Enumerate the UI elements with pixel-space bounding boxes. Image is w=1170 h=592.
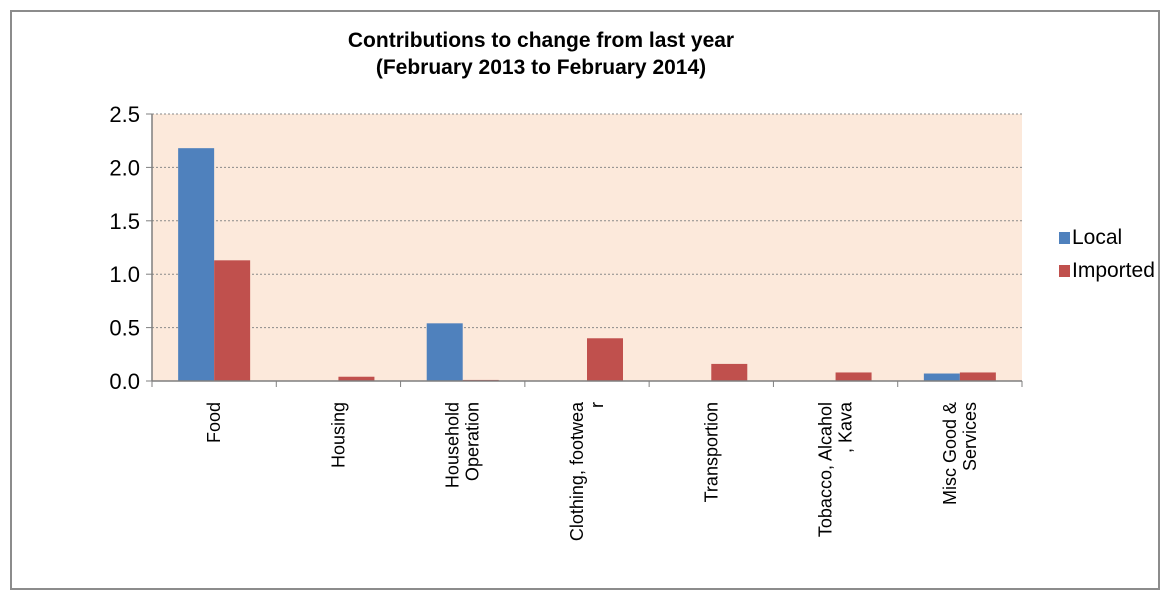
- category-label-line: Operation: [463, 402, 483, 481]
- chart-title-line-2: (February 2013 to February 2014): [376, 56, 706, 79]
- bar-chart: Contributions to change from last year (…: [109, 29, 1155, 541]
- y-tick-label: 0.5: [109, 316, 140, 341]
- category-label: Food: [204, 402, 224, 443]
- chart-title: Contributions to change from last year (…: [348, 29, 734, 79]
- category-label: Transportion: [701, 402, 721, 502]
- y-tick-label: 1.5: [109, 209, 140, 234]
- category-label-line: Transportion: [701, 402, 721, 502]
- bars: [178, 148, 996, 381]
- bar-local: [923, 373, 960, 381]
- y-axis-ticks: 0.0 0.5 1.0 1.5 2.0 2.5: [109, 102, 140, 394]
- y-tick-label: 0.0: [109, 369, 140, 394]
- category-label-line: r: [587, 402, 607, 408]
- y-tick-label: 2.5: [109, 102, 140, 127]
- x-axis-labels: Food Housing Household Operation Clothing, f…: [204, 401, 980, 541]
- y-tick-label: 2.0: [109, 155, 140, 180]
- bar-imported: [214, 260, 251, 381]
- category-label: Clothing, footwea r: [567, 401, 607, 541]
- category-label: Tobacco, Alcahol, Kava: [816, 401, 856, 537]
- bar-local: [426, 323, 463, 381]
- legend-swatch-imported: [1059, 265, 1070, 277]
- category-label-line: Misc Good &: [940, 402, 960, 505]
- legend-label-imported: Imported: [1072, 259, 1155, 282]
- bar-imported: [835, 372, 872, 381]
- category-label-line: Services: [960, 402, 980, 471]
- plot-area: [152, 114, 1022, 381]
- category-label-line: , Kava: [836, 401, 856, 453]
- category-label: Housing: [328, 402, 348, 468]
- category-label-line: Housing: [328, 402, 348, 468]
- category-label-line: Tobacco, Alcahol: [816, 402, 836, 537]
- chart-frame: Contributions to change from last year (…: [10, 10, 1160, 590]
- y-tick-label: 1.0: [109, 262, 140, 287]
- axes: [146, 113, 1023, 387]
- bar-imported: [587, 338, 623, 381]
- category-label: Misc Good & Services: [940, 402, 980, 505]
- bar-local: [178, 148, 215, 381]
- chart-title-line-1: Contributions to change from last year: [348, 29, 734, 52]
- legend-label-local: Local: [1072, 226, 1122, 249]
- category-label-line: Food: [204, 402, 224, 443]
- legend: Local Imported: [1059, 226, 1155, 282]
- category-label: Household Operation: [443, 402, 483, 488]
- bar-imported: [959, 372, 996, 381]
- gridlines: [152, 113, 1022, 329]
- category-label-line: Household: [443, 402, 463, 488]
- bar-imported: [711, 363, 748, 381]
- bar-imported: [338, 376, 375, 381]
- legend-swatch-local: [1059, 232, 1070, 244]
- category-label-line: Clothing, footwea: [567, 401, 587, 541]
